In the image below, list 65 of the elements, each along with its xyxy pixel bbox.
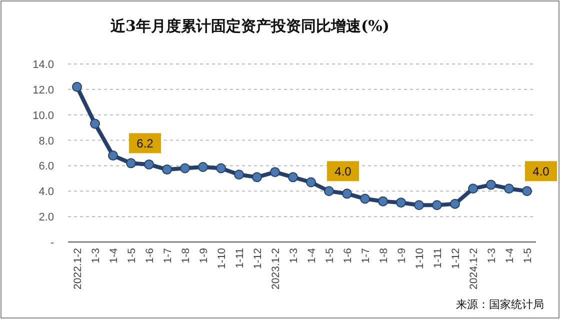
point: [180, 163, 190, 174]
point: [126, 158, 136, 168]
point: [522, 186, 532, 196]
point: [288, 172, 298, 182]
x-tick-label: 1-11: [234, 248, 246, 268]
x-tick-label: 1-5: [522, 248, 534, 264]
x-tick-label: 1-6: [342, 248, 354, 264]
x-tick-label: 1-8: [180, 248, 192, 264]
y-tick-label: 6.0: [38, 160, 54, 173]
x-tick-label: 1-9: [396, 248, 408, 264]
chart-title: 近3年月度累计固定资产投资同比增速(%): [110, 17, 390, 35]
point: [504, 184, 514, 194]
y-tick-label: 4.0: [38, 186, 54, 198]
x-tick-label: 1-8: [378, 248, 390, 264]
point: [72, 82, 82, 92]
point: [270, 167, 280, 178]
x-tick-label: 2023.1-2: [270, 248, 282, 290]
x-tick-label: 1-10: [414, 248, 426, 270]
point: [414, 200, 424, 210]
x-tick-label: 1-7: [360, 248, 372, 264]
x-tick-label: 1-7: [162, 248, 174, 264]
x-tick-label: 1-4: [306, 248, 318, 264]
x-tick-label: 2024.1-2: [468, 248, 480, 290]
x-tick-label: 1-3: [288, 248, 300, 264]
y-tick-label: -: [50, 237, 54, 249]
point: [342, 188, 352, 199]
x-tick-label: 1-11: [432, 248, 444, 268]
point: [234, 170, 244, 180]
data-label: 4.0: [334, 164, 352, 179]
data-label: 4.0: [532, 164, 550, 179]
point: [90, 118, 100, 129]
x-tick-label: 1-5: [126, 248, 138, 264]
point: [396, 198, 406, 208]
x-tick-label: 1-12: [252, 248, 264, 270]
x-tick-label: 1-6: [144, 248, 156, 264]
point: [378, 196, 388, 206]
point: [216, 163, 226, 174]
y-tick-label: 8.0: [38, 135, 54, 148]
point: [360, 194, 370, 204]
y-tick-label: 2.0: [38, 212, 54, 224]
y-tick-label: 14.0: [32, 59, 54, 71]
data-label: 6.2: [136, 136, 154, 151]
x-tick-label: 1-3: [90, 248, 102, 264]
point: [306, 177, 316, 188]
x-tick-label: 1-4: [504, 248, 516, 264]
point: [450, 198, 460, 209]
point: [108, 150, 118, 161]
x-tick-label: 1-12: [450, 248, 462, 270]
point: [486, 180, 496, 190]
x-tick-label: 1-5: [324, 248, 336, 264]
point: [432, 200, 442, 210]
x-tick-label: 1-4: [108, 248, 120, 264]
source-note: 来源：国家统计局: [456, 298, 544, 311]
y-tick-label: 12.0: [32, 84, 54, 96]
x-tick-label: 1-3: [486, 248, 498, 264]
x-tick-label: 2022.1-2: [72, 248, 84, 290]
point: [324, 186, 334, 196]
point: [198, 162, 208, 172]
point: [252, 172, 262, 182]
y-tick-label: 10.0: [32, 110, 54, 122]
x-tick-label: 1-9: [198, 248, 210, 264]
point: [162, 164, 172, 175]
x-tick-label: 1-10: [216, 248, 228, 270]
point: [468, 184, 478, 194]
point: [144, 159, 154, 170]
